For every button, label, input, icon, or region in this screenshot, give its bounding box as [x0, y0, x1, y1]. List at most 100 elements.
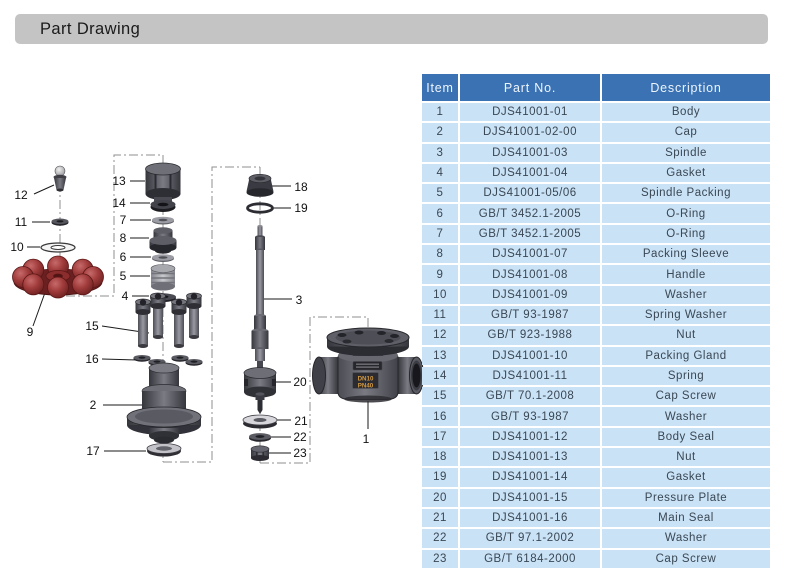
table-cell-r2-c2: DJS41001-02-00 — [460, 123, 600, 142]
table-cell-r14-c3: Spring — [602, 366, 770, 386]
table-cell-r23-c2: GB/T 6184-2000 — [460, 549, 600, 568]
part-9-handwheel — [12, 255, 104, 299]
table-cell-r4-c3: Gasket — [602, 163, 770, 183]
parts-table: Item Part No. Description 1 DJS41001-01 Body 2… — [422, 74, 770, 568]
leader-lines — [27, 180, 369, 454]
part-3-spindle — [251, 225, 269, 371]
table-cell-r3-c1: 3 — [422, 143, 458, 162]
table-cell-r7-c1: 7 — [422, 224, 458, 244]
part-17-body-seal — [146, 443, 182, 457]
table-cell-r19-c1: 19 — [422, 468, 458, 487]
table-cell-r14-c1: 14 — [422, 366, 458, 386]
table-cell-r23-c3: Cap Screw — [602, 549, 770, 568]
table-cell-r21-c1: 21 — [422, 508, 458, 528]
table-cell-r15-c3: Cap Screw — [602, 387, 770, 406]
table-cell-r13-c3: Packing Gland — [602, 346, 770, 365]
part-6-o-ring — [152, 254, 174, 262]
part-5-spindle-packing — [150, 264, 176, 291]
table-cell-r21-c2: DJS41001-16 — [460, 508, 600, 528]
table-cell-r18-c1: 18 — [422, 448, 458, 467]
table-cell-r3-c3: Spindle — [602, 143, 770, 162]
table-cell-r2-c1: 2 — [422, 123, 458, 142]
table-cell-r20-c2: DJS41001-15 — [460, 488, 600, 507]
table-cell-r16-c2: GB/T 93-1987 — [460, 407, 600, 426]
table-cell-r22-c1: 22 — [422, 529, 458, 548]
table-cell-r6-c3: O-Ring — [602, 204, 770, 223]
table-cell-r22-c2: GB/T 97.1-2002 — [460, 529, 600, 548]
table-cell-r4-c1: 4 — [422, 163, 458, 183]
valve-plate-line1: DN10 — [358, 376, 374, 383]
table-cell-r6-c2: GB/T 3452.1-2005 — [460, 204, 600, 223]
part-15-cap-screws — [135, 292, 202, 348]
table-cell-r17-c1: 17 — [422, 427, 458, 447]
table-cell-r3-c2: DJS41001-03 — [460, 143, 600, 162]
part-20-pressure-plate — [243, 367, 277, 414]
table-cell-r12-c3: Nut — [602, 326, 770, 345]
table-cell-r9-c3: Handle — [602, 265, 770, 284]
part-1-valve-body: DN10 PN40 — [312, 327, 424, 403]
part-21-main-seal — [242, 414, 278, 429]
part-13-packing-gland — [145, 162, 181, 202]
table-cell-r22-c3: Washer — [602, 529, 770, 548]
table-cell-r18-c3: Nut — [602, 448, 770, 467]
table-header-part-no-: Part No. — [460, 74, 600, 101]
table-cell-r8-c3: Packing Sleeve — [602, 245, 770, 264]
table-cell-r8-c1: 8 — [422, 245, 458, 264]
table-cell-r5-c3: Spindle Packing — [602, 184, 770, 203]
part-19-gasket — [246, 202, 274, 214]
table-cell-r17-c3: Body Seal — [602, 427, 770, 447]
table-cell-r15-c1: 15 — [422, 387, 458, 406]
part-10-washer — [40, 242, 76, 253]
part-16-washers — [133, 355, 203, 366]
table-cell-r20-c1: 20 — [422, 488, 458, 507]
valve-plate-line2: PN40 — [358, 383, 374, 390]
part-23-cap-screw — [250, 445, 270, 461]
part-22-washer — [249, 433, 271, 442]
table-cell-r5-c1: 5 — [422, 184, 458, 203]
table-cell-r10-c2: DJS41001-09 — [460, 285, 600, 304]
construction-lines — [59, 154, 369, 464]
table-cell-r11-c2: GB/T 93-1987 — [460, 305, 600, 325]
table-cell-r13-c2: DJS41001-10 — [460, 346, 600, 365]
table-cell-r12-c1: 12 — [422, 326, 458, 345]
table-cell-r18-c2: DJS41001-13 — [460, 448, 600, 467]
part-8-packing-sleeve — [149, 227, 177, 254]
part-14-spring — [150, 200, 176, 212]
table-header-item: Item — [422, 74, 458, 101]
part-18-nut — [246, 173, 274, 197]
table-cell-r10-c1: 10 — [422, 285, 458, 304]
page-title-bar: Part Drawing — [15, 14, 768, 44]
part-2-cap — [126, 362, 202, 444]
table-cell-r12-c2: GB/T 923-1988 — [460, 326, 600, 345]
table-cell-r1-c3: Body — [602, 103, 770, 122]
table-cell-r19-c3: Gasket — [602, 468, 770, 487]
table-cell-r11-c3: Spring Washer — [602, 305, 770, 325]
table-cell-r7-c2: GB/T 3452.1-2005 — [460, 224, 600, 244]
table-cell-r5-c2: DJS41001-05/06 — [460, 184, 600, 203]
table-cell-r17-c2: DJS41001-12 — [460, 427, 600, 447]
table-cell-r21-c3: Main Seal — [602, 508, 770, 528]
table-header-description: Description — [602, 74, 770, 101]
table-cell-r1-c1: 1 — [422, 103, 458, 122]
part-7-o-ring — [152, 216, 174, 225]
table-cell-r16-c1: 16 — [422, 407, 458, 426]
table-cell-r10-c3: Washer — [602, 285, 770, 304]
table-cell-r23-c1: 23 — [422, 549, 458, 568]
table-cell-r15-c2: GB/T 70.1-2008 — [460, 387, 600, 406]
table-cell-r19-c2: DJS41001-14 — [460, 468, 600, 487]
part-12-nut — [53, 165, 67, 192]
page-title: Part Drawing — [40, 19, 141, 38]
table-cell-r14-c2: DJS41001-11 — [460, 366, 600, 386]
table-cell-r8-c2: DJS41001-07 — [460, 245, 600, 264]
table-cell-r20-c3: Pressure Plate — [602, 488, 770, 507]
part-11-spring-washer — [51, 218, 69, 226]
table-cell-r11-c1: 11 — [422, 305, 458, 325]
table-cell-r1-c2: DJS41001-01 — [460, 103, 600, 122]
table-cell-r7-c3: O-Ring — [602, 224, 770, 244]
table-cell-r9-c1: 9 — [422, 265, 458, 284]
table-cell-r13-c1: 13 — [422, 346, 458, 365]
table-cell-r9-c2: DJS41001-08 — [460, 265, 600, 284]
table-cell-r2-c3: Cap — [602, 123, 770, 142]
table-cell-r16-c3: Washer — [602, 407, 770, 426]
